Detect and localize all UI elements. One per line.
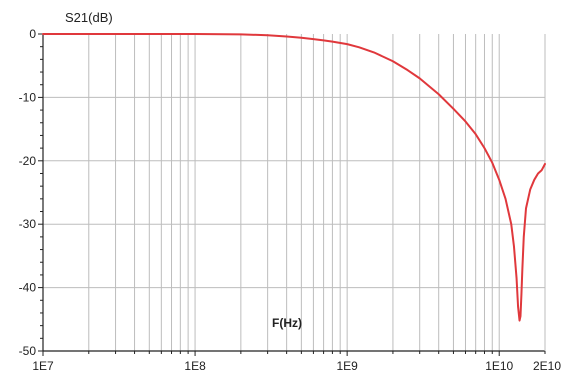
y-tick-label: -40 (19, 281, 37, 295)
s21-curve (42, 33, 546, 322)
x-axis-label: F(Hz) (272, 316, 302, 330)
x-tick-label: 1E7 (32, 359, 54, 373)
grid (43, 34, 545, 351)
x-tick-label: 1E9 (336, 359, 358, 373)
y-tick-label: -30 (19, 217, 37, 231)
y-tick-label: -50 (19, 344, 37, 358)
y-axis-label: S21(dB) (65, 10, 113, 25)
series-layer (42, 33, 546, 322)
axes (38, 33, 546, 356)
y-tick-label: 0 (29, 27, 36, 41)
x-tick-label: 1E8 (184, 359, 206, 373)
x-tick-label: 1E10 (485, 359, 513, 373)
x-tick-label: 2E10 (533, 359, 561, 373)
y-tick-label: -20 (19, 154, 37, 168)
y-tick-label: -10 (19, 90, 37, 104)
